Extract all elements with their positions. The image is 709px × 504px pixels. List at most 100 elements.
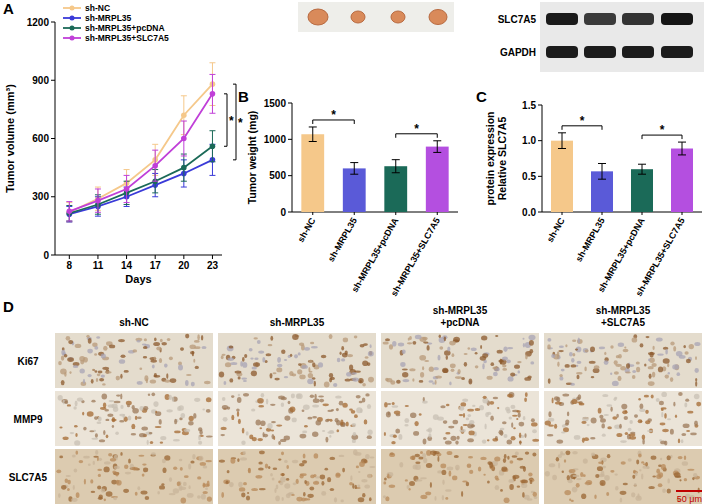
ihc-cell <box>335 418 339 422</box>
ihc-cell <box>495 475 499 479</box>
ihc-cell <box>695 368 699 373</box>
ihc-cell <box>660 423 666 426</box>
panel-label: D <box>3 298 14 315</box>
ihc-cell <box>298 363 302 366</box>
ihc-cell <box>97 469 102 471</box>
ihc-cell <box>482 363 484 369</box>
ihc-cell <box>96 336 100 338</box>
ihc-cell <box>447 346 450 351</box>
ihc-cell <box>159 485 165 489</box>
ihc-cell <box>525 451 529 454</box>
ihc-cell <box>221 492 224 498</box>
ihc-cell <box>661 409 664 411</box>
blot-band <box>546 13 578 25</box>
ihc-cell <box>446 355 448 360</box>
ihc-cell <box>119 359 125 364</box>
ihc-cell <box>369 498 371 501</box>
x-tick-label: sh-MRPL35 <box>574 216 607 263</box>
ihc-cell <box>407 342 412 344</box>
ihc-image <box>218 449 376 504</box>
scale-bar <box>676 490 702 492</box>
error-bar <box>181 154 187 181</box>
ihc-cell <box>178 365 183 371</box>
y-tick-label: 1.0 <box>522 135 536 146</box>
ihc-cell <box>389 485 396 488</box>
ihc-cell <box>144 375 148 381</box>
ihc-cell <box>507 456 509 460</box>
ihc-cell <box>329 334 333 339</box>
ihc-cell <box>227 346 234 352</box>
ihc-cell <box>316 420 322 425</box>
ihc-cell <box>447 467 454 471</box>
series-line <box>69 84 212 212</box>
ihc-cell <box>468 414 472 417</box>
ihc-cell <box>154 375 161 378</box>
series-line <box>69 94 212 211</box>
ihc-cell <box>667 488 671 493</box>
ihc-cell <box>102 367 109 370</box>
ihc-cell <box>127 404 130 407</box>
ihc-cell <box>256 420 261 426</box>
ihc-cell <box>472 405 475 407</box>
ihc-cell <box>240 457 247 460</box>
ihc-cell <box>368 377 374 383</box>
ihc-cell <box>485 424 487 430</box>
ihc-cell <box>656 398 660 402</box>
x-tick-label: 8 <box>67 260 73 271</box>
ihc-cell <box>369 497 372 501</box>
ihc-cell <box>645 410 649 414</box>
ihc-cell <box>160 339 163 343</box>
ihc-cell <box>658 367 663 373</box>
ihc-cell <box>320 475 325 480</box>
ihc-cell <box>230 362 237 365</box>
ihc-cell <box>439 335 441 338</box>
y-tick-label: 0 <box>280 207 286 218</box>
ihc-background <box>55 391 213 446</box>
ihc-cell <box>291 494 295 496</box>
legend-marker <box>70 6 75 11</box>
ihc-background <box>218 391 376 446</box>
ihc-cell <box>97 373 101 376</box>
ihc-cell <box>577 361 582 364</box>
ihc-cell <box>346 421 349 426</box>
ihc-cell <box>73 406 76 410</box>
blot-band <box>584 13 616 25</box>
ihc-cell <box>196 456 202 460</box>
ihc-cell <box>517 458 523 461</box>
ihc-cell <box>625 410 628 412</box>
ihc-cell <box>292 460 298 464</box>
error-bar <box>152 150 158 181</box>
ihc-cell <box>469 379 473 385</box>
ihc-image <box>381 333 539 388</box>
ihc-cell <box>407 485 410 489</box>
ihc-cell <box>600 480 606 486</box>
ihc-cell <box>155 411 157 414</box>
ihc-cell <box>159 358 162 363</box>
ihc-cell <box>601 423 605 428</box>
ihc-cell <box>368 430 373 435</box>
ihc-cell <box>93 369 95 371</box>
ihc-cell <box>696 402 701 407</box>
ihc-cell <box>154 356 156 360</box>
ihc-cell <box>155 426 162 428</box>
ihc-cell <box>459 429 465 433</box>
ihc-cell <box>365 454 370 459</box>
ihc-cell <box>398 434 402 440</box>
ihc-cell <box>141 491 148 495</box>
ihc-cell <box>197 334 200 340</box>
y-tick <box>51 138 55 139</box>
ihc-cell <box>503 458 506 463</box>
ihc-background <box>55 333 213 388</box>
ihc-cell <box>455 376 462 379</box>
ihc-image <box>544 333 702 388</box>
ihc-cell <box>222 397 226 401</box>
ihc-cell <box>419 355 426 361</box>
ihc-cell <box>88 338 92 344</box>
ihc-cell <box>356 395 361 399</box>
ihc-cell <box>257 438 263 441</box>
ihc-cell <box>104 467 110 473</box>
ihc-cell <box>270 473 273 476</box>
ihc-cell <box>639 408 645 412</box>
ihc-cell <box>94 416 98 420</box>
ihc-cell <box>304 480 307 484</box>
